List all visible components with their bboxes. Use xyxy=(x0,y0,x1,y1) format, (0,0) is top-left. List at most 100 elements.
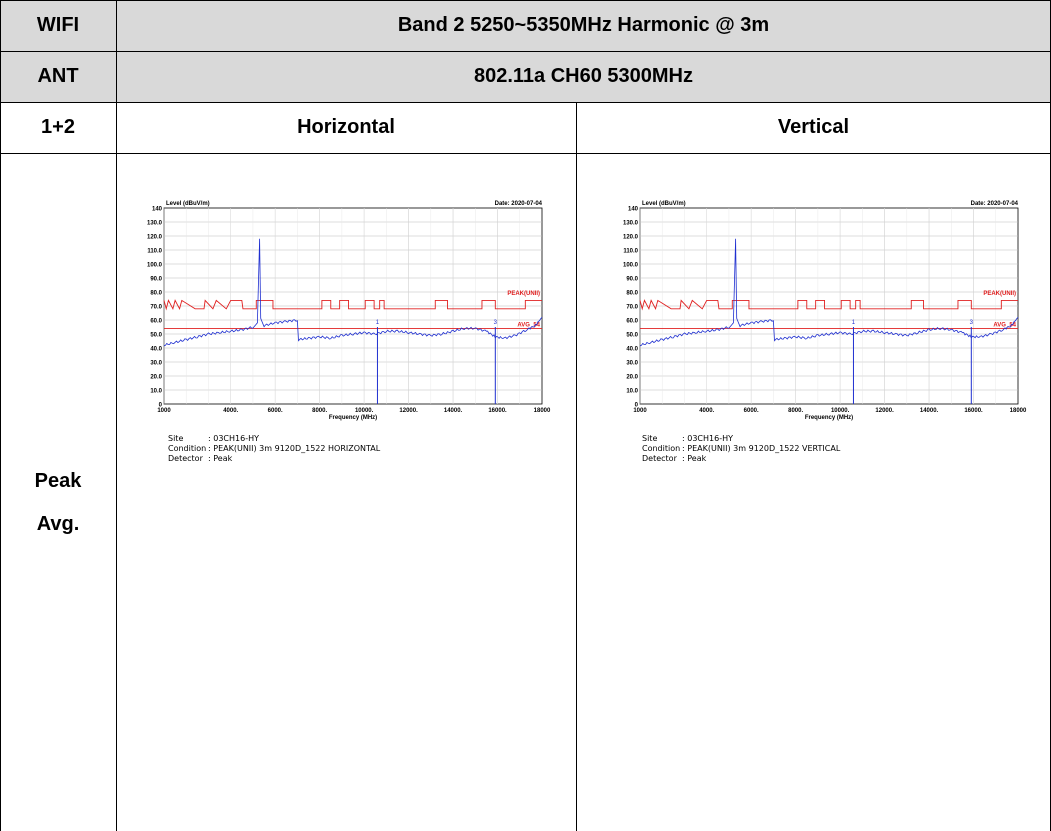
x-tick-label: 16000. xyxy=(964,408,983,414)
site-line: Site : 03CH16-HY xyxy=(642,434,840,444)
peak-limit-line xyxy=(163,299,542,311)
site-key: Site xyxy=(642,434,658,443)
x-tick-label: 4000. xyxy=(699,408,714,414)
vertical-header-cell: Vertical xyxy=(576,102,1051,153)
x-tick-label: 12000. xyxy=(399,408,418,414)
y-tick-label: 80.0 xyxy=(626,291,638,297)
channel-title: 802.11a CH60 5300MHz xyxy=(473,65,694,87)
x-tick-label: 18000 xyxy=(1010,408,1027,414)
x-tick-label: 18000 xyxy=(534,408,551,414)
x-tick-label: 1000 xyxy=(157,408,171,414)
table-border xyxy=(0,153,1051,154)
y-tick-label: 100.0 xyxy=(623,263,639,269)
horizontal-emission-chart: 140 130.0 120.0 110.0 100.0 90.0 80.0 70.0 60.0 5… xyxy=(138,194,558,434)
site-value: : 03CH16-HY xyxy=(208,434,259,443)
y-tick-label: 110.0 xyxy=(147,249,162,255)
antenna-index: 1+2 xyxy=(41,116,75,138)
chart-date: Date: 2020-07-04 xyxy=(495,201,543,207)
measurement-trace xyxy=(163,238,543,347)
avg-label: Avg. xyxy=(36,512,80,535)
marker-label: 1 xyxy=(852,320,856,326)
table-border xyxy=(0,51,1051,52)
x-tick-label: 6000. xyxy=(268,408,283,414)
x-tick-label: 1000 xyxy=(633,408,647,414)
peak-limit-label: PEAK(UNII) xyxy=(983,291,1016,297)
table-border xyxy=(0,0,1,831)
horizontal-chart-info: Site : 03CH16-HY Condition: PEAK(UNII) 3m… xyxy=(168,434,380,464)
y-tick-label: 20.0 xyxy=(626,375,638,381)
x-tick-label: 12000. xyxy=(875,408,894,414)
detector-line: Detector : Peak xyxy=(642,454,840,464)
x-axis-label: Frequency (MHz) xyxy=(329,415,377,421)
horizontal-header: Horizontal xyxy=(297,116,395,138)
x-tick-label: 14000. xyxy=(444,408,463,414)
detector-line: Detector: Peak xyxy=(168,454,380,464)
vertical-chart-info: Site : 03CH16-HY Condition: PEAK(UNII) 3m… xyxy=(642,434,840,464)
antenna-index-cell: 1+2 xyxy=(0,102,116,153)
table-border xyxy=(0,0,1051,1)
y-tick-label: 130.0 xyxy=(147,221,163,227)
x-tick-label: 10000. xyxy=(831,408,850,414)
band-title: Band 2 5250~5350MHz Harmonic @ 3m xyxy=(397,14,770,36)
y-tick-label: 10.0 xyxy=(626,389,638,395)
ant-label-cell: ANT xyxy=(0,51,116,102)
peak-label: Peak xyxy=(34,469,82,492)
x-axis-label: Frequency (MHz) xyxy=(805,415,853,421)
y-tick-label: 40.0 xyxy=(150,347,162,353)
channel-title-cell: 802.11a CH60 5300MHz xyxy=(116,51,1051,102)
condition-value: : PEAK(UNII) 3m 9120D_1522 HORIZONTAL xyxy=(208,444,381,453)
y-tick-label: 60.0 xyxy=(150,319,162,325)
peak-limit-line xyxy=(639,299,1018,311)
emission-plot-svg: 140130.0120.0110.0100.090.080.070.060.05… xyxy=(623,201,1027,421)
table-border xyxy=(576,102,577,831)
site-key: Site xyxy=(168,434,184,443)
vertical-emission-chart: 140 130.0 120.0 110.0 100.0 90.0 80.0 70.0 60.0 5… xyxy=(614,194,1034,434)
y-axis-label: Level (dBuV/m) xyxy=(166,201,210,207)
y-tick-label: 110.0 xyxy=(623,249,638,255)
band-title-cell: Band 2 5250~5350MHz Harmonic @ 3m xyxy=(116,0,1051,51)
y-tick-label: 70.0 xyxy=(150,305,162,311)
y-tick-label: 90.0 xyxy=(150,277,162,283)
ant-label: ANT xyxy=(37,65,79,87)
chart-date: Date: 2020-07-04 xyxy=(971,201,1019,207)
condition-line: Condition: PEAK(UNII) 3m 9120D_1522 HORI… xyxy=(168,444,380,454)
detector-key: Detector xyxy=(168,454,203,463)
vertical-header: Vertical xyxy=(777,116,850,138)
x-tick-label: 4000. xyxy=(223,408,238,414)
y-tick-label: 60.0 xyxy=(626,319,638,325)
detector-key: Detector xyxy=(642,454,677,463)
table-border xyxy=(116,0,117,831)
condition-key: Condition xyxy=(642,444,681,453)
x-tick-label: 6000. xyxy=(744,408,759,414)
y-tick-label: 10.0 xyxy=(150,389,162,395)
y-tick-label: 90.0 xyxy=(626,277,638,283)
y-tick-label: 30.0 xyxy=(626,361,638,367)
y-tick-label: 120.0 xyxy=(147,235,163,241)
y-tick-label: 30.0 xyxy=(150,361,162,367)
y-tick-label: 0 xyxy=(635,403,639,409)
avg-limit-label: AVG_54 xyxy=(517,322,540,328)
site-value: : 03CH16-HY xyxy=(682,434,733,443)
condition-line: Condition: PEAK(UNII) 3m 9120D_1522 VERT… xyxy=(642,444,840,454)
y-tick-label: 80.0 xyxy=(150,291,162,297)
x-tick-label: 8000. xyxy=(312,408,327,414)
y-tick-label: 120.0 xyxy=(623,235,639,241)
emission-plot-svg: 140130.0120.0110.0100.090.080.070.060.05… xyxy=(147,201,551,421)
y-tick-label: 70.0 xyxy=(626,305,638,311)
marker-label: 3 xyxy=(494,320,498,326)
wifi-label: WIFI xyxy=(36,14,80,36)
y-tick-label: 130.0 xyxy=(623,221,639,227)
avg-label-cell: Avg. xyxy=(0,503,116,545)
condition-key: Condition xyxy=(168,444,207,453)
site-line: Site : 03CH16-HY xyxy=(168,434,380,444)
y-tick-label: 140 xyxy=(628,207,639,213)
peak-label-cell: Peak xyxy=(0,460,116,502)
marker-label: 1 xyxy=(376,320,380,326)
table-border xyxy=(0,102,1051,103)
y-tick-label: 0 xyxy=(159,403,163,409)
x-tick-label: 10000. xyxy=(355,408,374,414)
marker-label: 3 xyxy=(970,320,974,326)
measurement-trace xyxy=(639,238,1019,347)
detector-value: : Peak xyxy=(682,454,707,463)
